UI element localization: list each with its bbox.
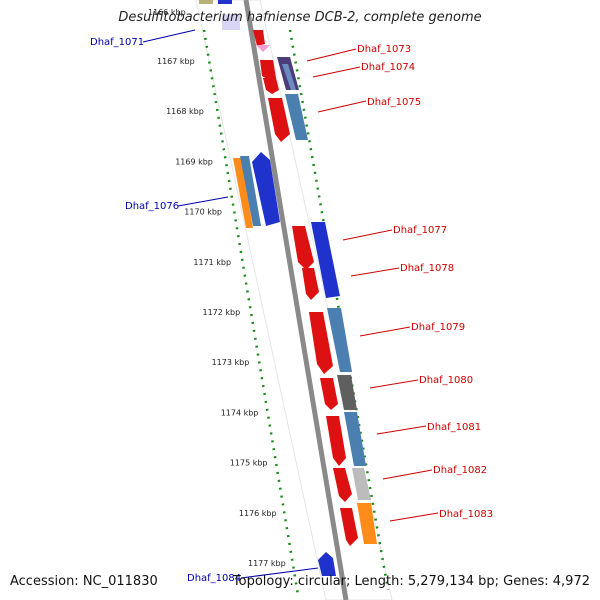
leader-dhaf-1071 (142, 29, 196, 43)
leader-dhaf-1073 (306, 48, 357, 62)
gene-shape-orange-1083 (357, 503, 377, 544)
gene-shape-dhaf-1082 (333, 468, 352, 502)
gene-shape-dhaf-1077 (292, 226, 314, 270)
ruler-ticks: 1167 kbp 1168 kbp 1169 kbp 1170 kbp 1171 kbp… (157, 57, 286, 568)
gene-shape-dhaf-1075 (268, 98, 290, 142)
topology-label: Topology: circular; Length: 5,279,134 bp… (232, 574, 590, 589)
gene-shape-steelblue-1079 (327, 308, 352, 372)
gene-label-dhaf-1075[interactable]: Dhaf_1075 (367, 97, 421, 108)
gene-label-dhaf-1078[interactable]: Dhaf_1078 (400, 263, 454, 274)
gene-shape-pink (256, 45, 270, 52)
leader-dhaf-1076 (177, 196, 229, 207)
gene-feature-top-lavender (222, 14, 240, 30)
gene-feature-top-olive (199, 0, 213, 4)
leader-dhaf-1075 (317, 100, 367, 113)
gene-shape-dhaf-1074 (263, 78, 279, 94)
genome-backbone (243, 0, 349, 600)
gene-label-dhaf-1071[interactable]: Dhaf_1071 (90, 37, 144, 48)
ruler-tick-label: 1176 kbp (239, 509, 277, 518)
gene-shape-gray-1080 (337, 375, 357, 410)
gene-shape-dhaf-1078 (302, 268, 319, 300)
leader-dhaf-1077 (342, 229, 393, 241)
gene-shape-blue-1077 (311, 222, 340, 298)
ruler-tick-label: 1175 kbp (230, 459, 268, 468)
gene-shape-blue-1084 (318, 552, 336, 576)
leader-dhaf-1080 (369, 379, 419, 389)
page-title: Desulfitobacterium hafniense DCB-2, comp… (118, 10, 482, 25)
gene-shape-steelblue-1076 (240, 156, 261, 226)
ruler-tick-label: 1167 kbp (157, 57, 195, 66)
accession-label: Accession: NC_011830 (10, 574, 158, 589)
gene-label-dhaf-1073[interactable]: Dhaf_1073 (357, 44, 411, 55)
gene-shape-dhaf-1079 (309, 312, 333, 374)
ruler-tick-label: 1171 kbp (193, 258, 231, 267)
gene-shape-steelblue-a (282, 64, 296, 90)
ruler-tick-label: 1173 kbp (212, 358, 250, 367)
gene-label-dhaf-1084[interactable]: Dhaf_1084 (187, 573, 241, 584)
gene-label-dhaf-1074[interactable]: Dhaf_1074 (361, 62, 415, 73)
ruler-tick-label: 1168 kbp (166, 107, 204, 116)
leader-dhaf-1078 (350, 267, 400, 277)
leader-dhaf-1074 (312, 66, 361, 78)
gene-shape-dhaf-1080 (320, 378, 338, 410)
leader-dhaf-1084 (240, 567, 319, 579)
gene-shape-steelblue-b (285, 94, 308, 140)
ruler-dotted-right (288, 29, 390, 591)
leader-dhaf-1079 (359, 326, 411, 337)
gene-feature-top-blue (218, 0, 232, 4)
ruler-tick-label: 1170 kbp (184, 208, 222, 217)
ruler-tick-label: 1169 kbp (175, 157, 213, 166)
gene-shape-steelblue-1081 (344, 412, 366, 466)
gene-label-dhaf-1079[interactable]: Dhaf_1079 (411, 322, 465, 333)
gene-shape-lightgray-1082 (352, 468, 371, 500)
leader-dhaf-1081 (376, 425, 427, 435)
ruler-tick-label: 1177 kbp (248, 559, 286, 568)
gene-shape-orange-1076 (233, 158, 253, 228)
gene-shape-dhaf-1081 (326, 416, 346, 466)
ruler-top-partial-label: 1166 kbp (148, 8, 186, 17)
ruler-tick-label: 1174 kbp (221, 408, 259, 417)
gene-label-dhaf-1080[interactable]: Dhaf_1080 (419, 375, 473, 386)
leader-dhaf-1082 (382, 469, 433, 480)
gene-label-dhaf-1077[interactable]: Dhaf_1077 (393, 225, 447, 236)
ruler-tick-label: 1172 kbp (203, 308, 241, 317)
gene-label-dhaf-1082[interactable]: Dhaf_1082 (433, 465, 487, 476)
gene-shape-small-red (253, 30, 265, 46)
gene-shape-dhaf-1083 (340, 508, 358, 546)
gene-label-dhaf-1083[interactable]: Dhaf_1083 (439, 509, 493, 520)
gene-label-dhaf-1076[interactable]: Dhaf_1076 (125, 201, 179, 212)
gene-labels: Dhaf_1071 Dhaf_1073 Dhaf_1074 Dhaf_1075 … (90, 37, 493, 584)
gene-shapes (233, 30, 377, 576)
gene-leader-lines (142, 29, 439, 579)
gene-shape-blue-1076 (252, 152, 280, 226)
leader-dhaf-1083 (389, 512, 439, 522)
gene-label-dhaf-1081[interactable]: Dhaf_1081 (427, 422, 481, 433)
gene-shape-dhaf-1073 (260, 60, 276, 80)
